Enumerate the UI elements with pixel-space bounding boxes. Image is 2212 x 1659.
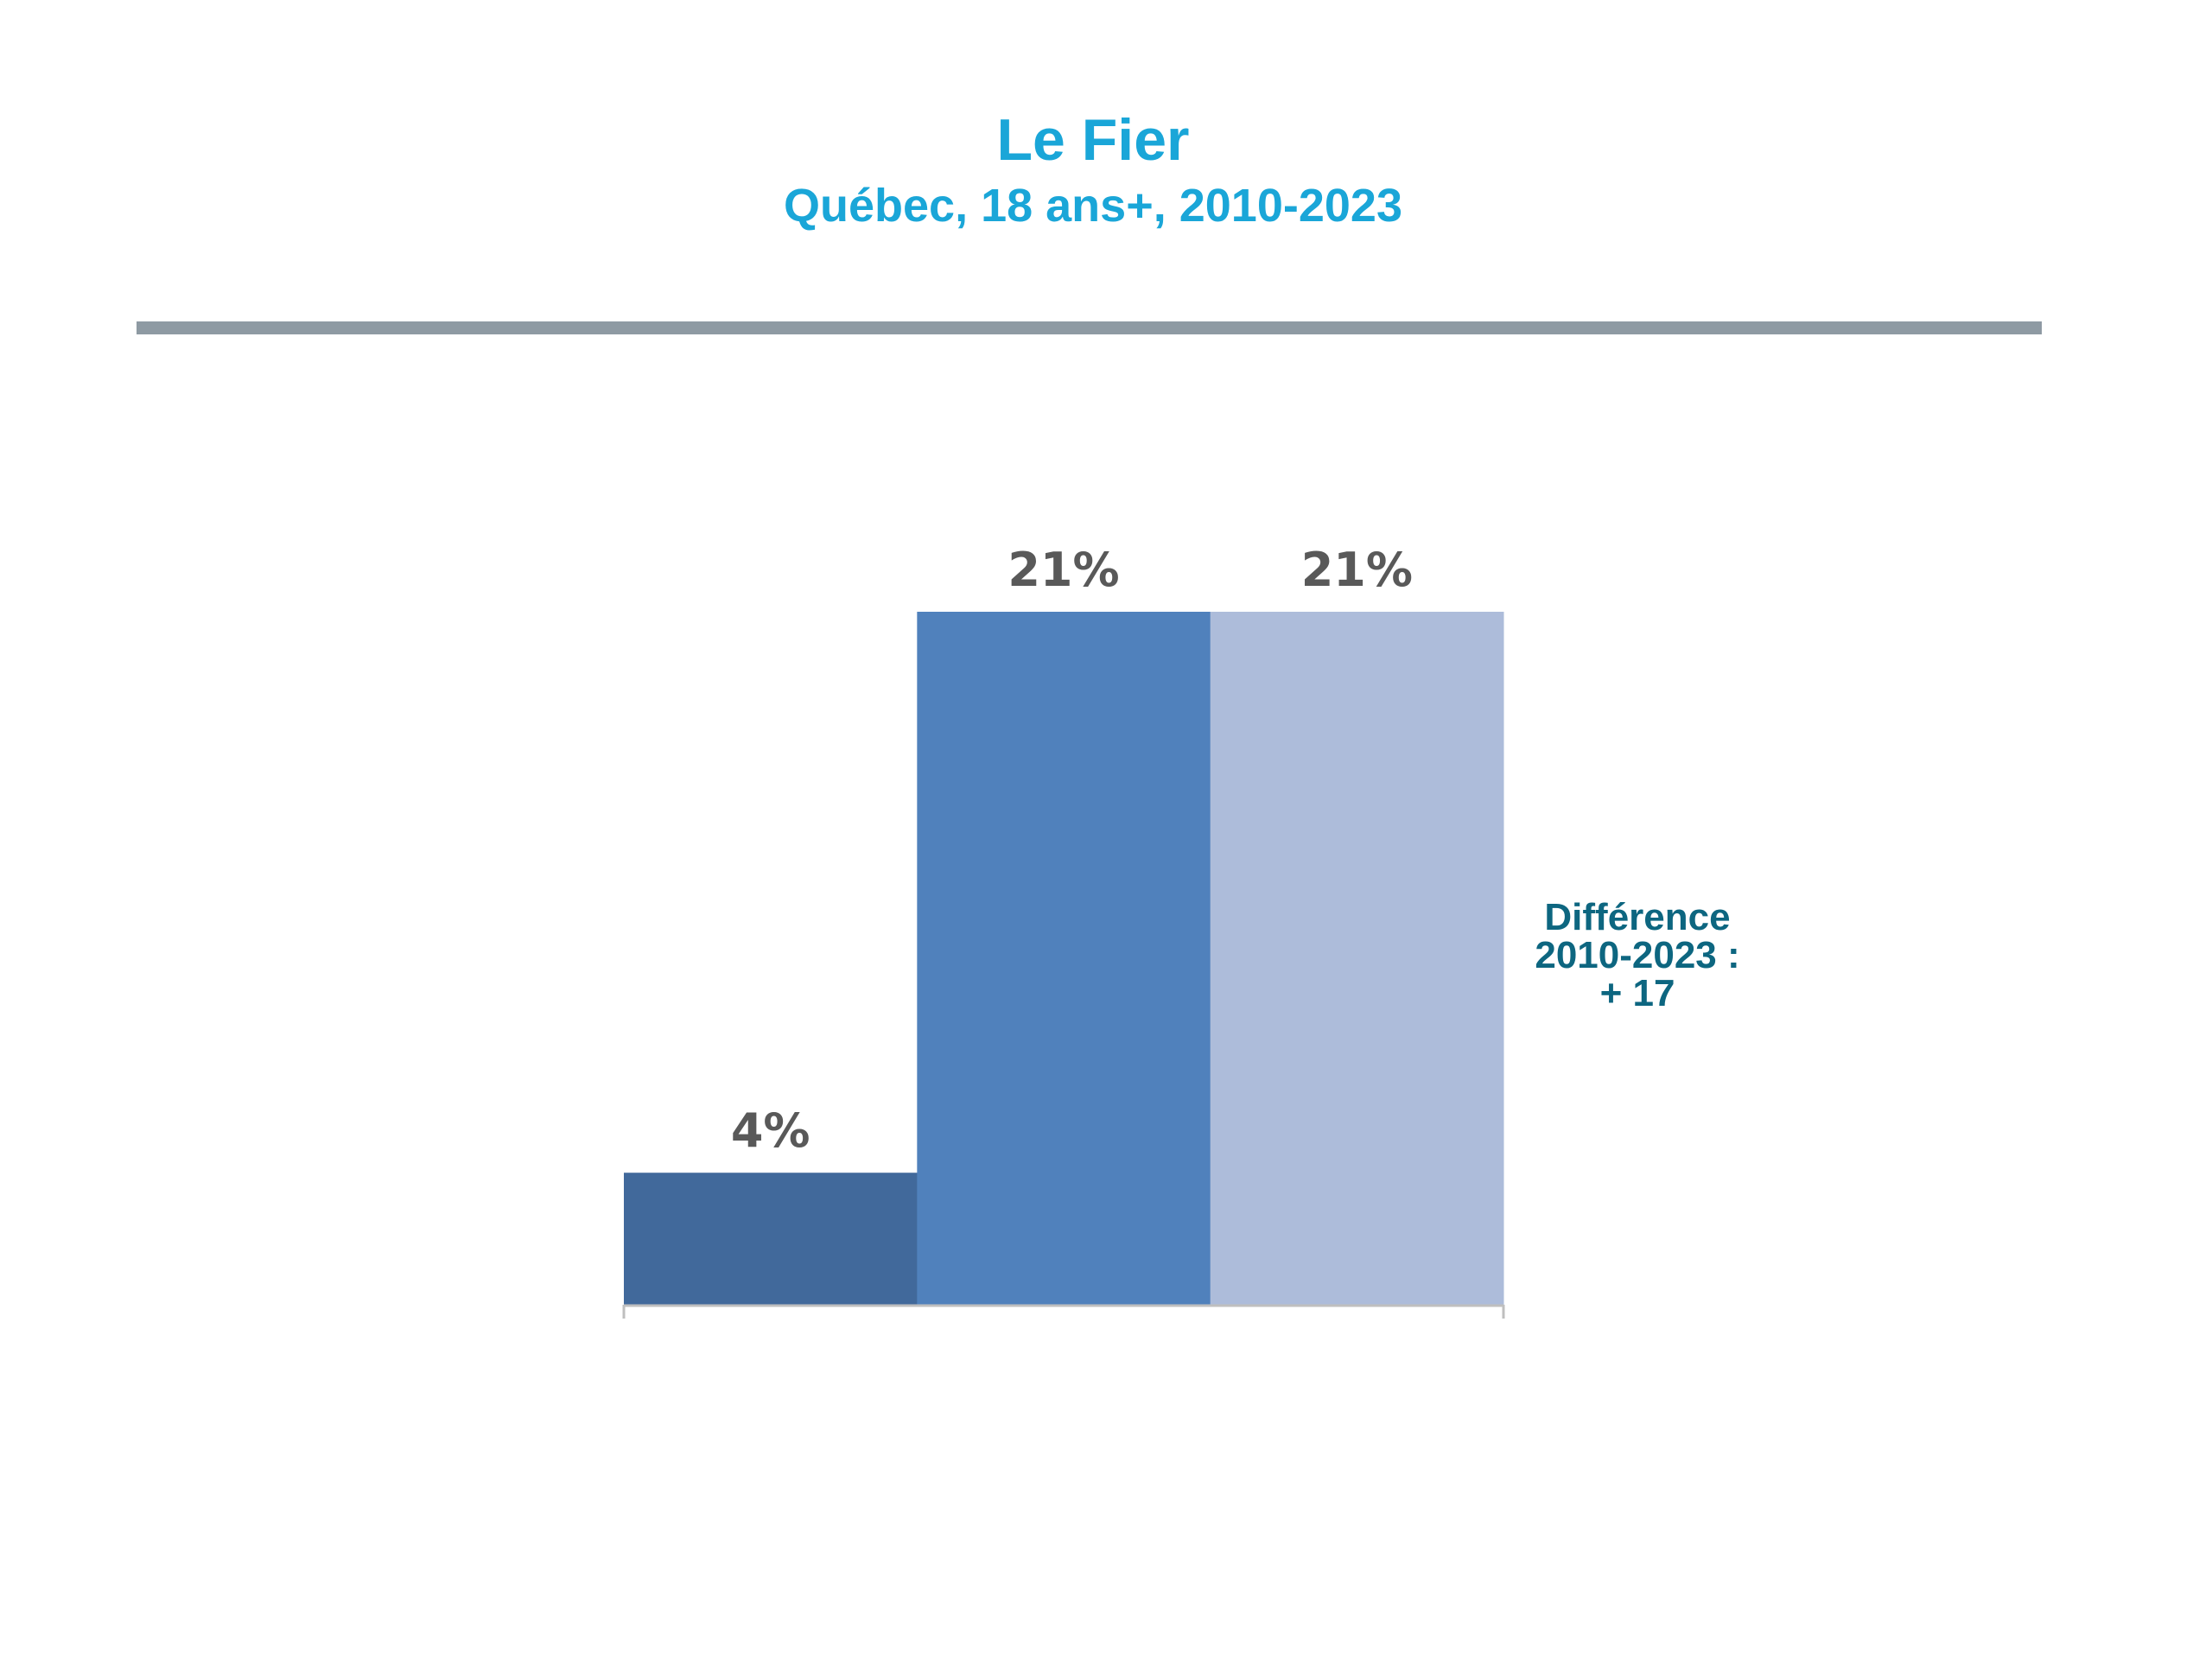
chart-subtitle: Québec, 18 ans+, 2010-2023: [784, 180, 1402, 232]
annotation-line-1: Différence: [1544, 896, 1731, 938]
bars-group: [624, 612, 1504, 1305]
bar-1: [624, 1173, 918, 1305]
bar-2: [917, 612, 1211, 1305]
data-label-3: 21%: [1301, 543, 1413, 597]
difference-annotation: Différence 2010-2023 : + 17: [1508, 899, 1767, 1013]
header-divider: [137, 321, 2042, 334]
x-axis: [622, 1304, 1505, 1319]
data-label-2: 21%: [1007, 543, 1119, 597]
annotation-line-2: 2010-2023 :: [1535, 934, 1740, 976]
data-label-1: 4%: [731, 1103, 810, 1158]
bar-3: [1210, 612, 1504, 1305]
annotation-line-3: + 17: [1599, 972, 1675, 1014]
data-labels-group: 4% 21% 21%: [731, 543, 1413, 1158]
chart-title: Le Fier: [996, 107, 1190, 173]
